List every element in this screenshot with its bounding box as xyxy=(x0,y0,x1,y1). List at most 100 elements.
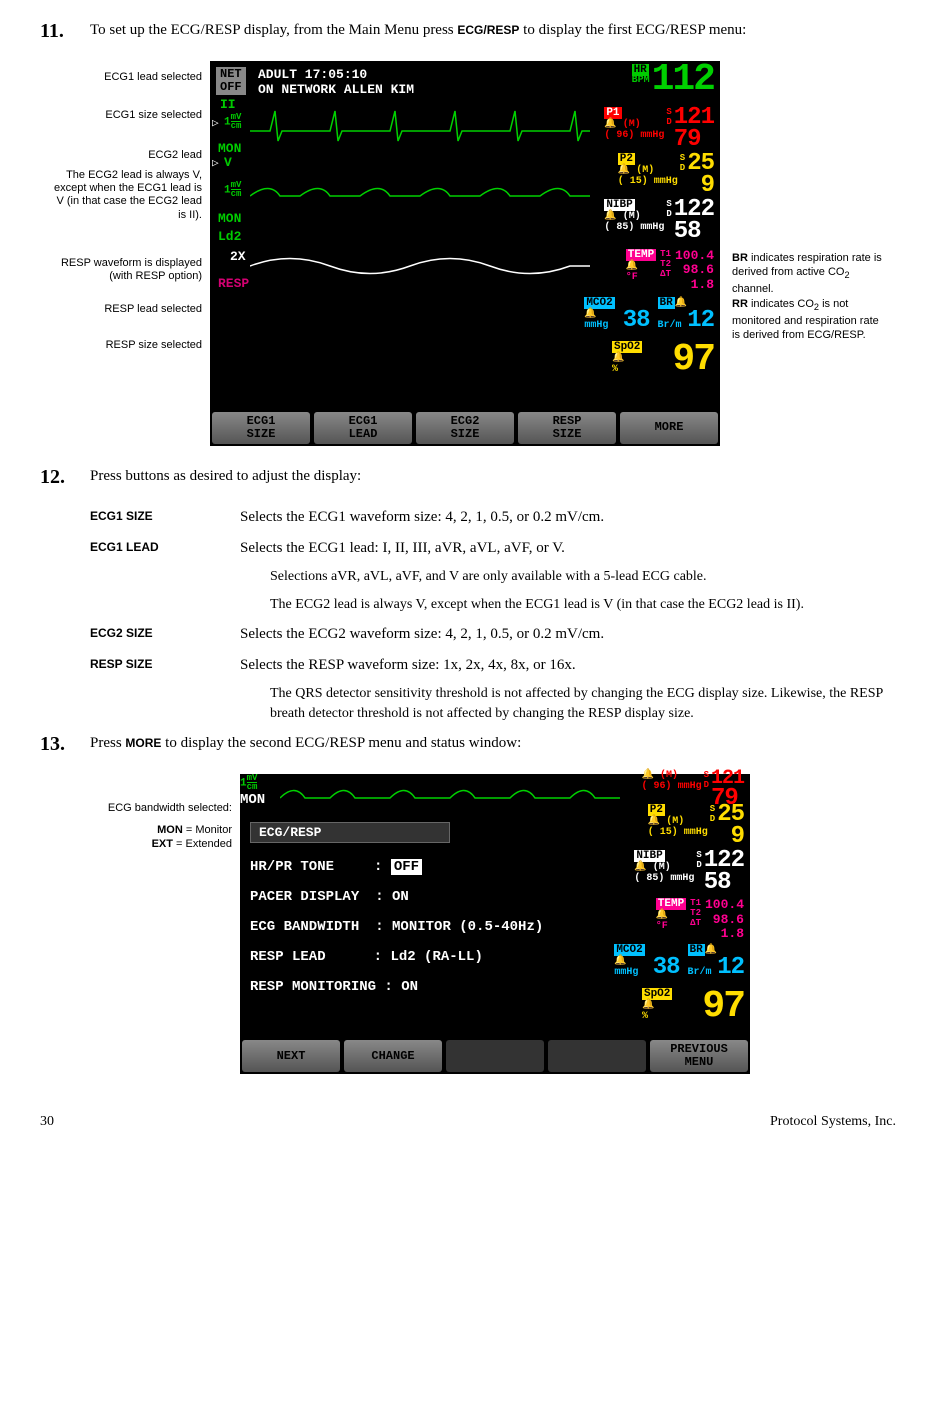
text: Press buttons as desired to adjust the d… xyxy=(90,466,896,487)
resp-label: RESP xyxy=(218,276,249,291)
menu-hrpr-tone: HR/PR TONE: OFF xyxy=(250,859,422,875)
def-resp-size: RESP SIZE Selects the RESP waveform size… xyxy=(90,655,896,723)
param-spo2: SpO2 🔔 % 97 xyxy=(612,341,714,375)
menu-resp-monitoring: RESP MONITORING : ON xyxy=(250,979,418,995)
page-footer: 30 Protocol Systems, Inc. xyxy=(40,1114,896,1130)
def-sub: Selections aVR, aVL, aVF, and V are only… xyxy=(270,567,896,587)
button-ref-ecg-resp: ECG/RESP xyxy=(457,23,519,37)
def-sub: The ECG2 lead is always V, except when t… xyxy=(270,595,896,615)
screen-header: ADULT 17:05:10 ON NETWORK ALLEN KIM xyxy=(258,67,414,97)
def-ecg1-lead: ECG1 LEAD Selects the ECG1 lead: I, II, … xyxy=(90,538,896,614)
br-value: 12 xyxy=(687,310,714,332)
header-line1: ADULT 17:05:10 xyxy=(258,67,414,82)
callouts-right: BR indicates respiration rate is derived… xyxy=(720,61,890,446)
ecg-waveform xyxy=(280,778,620,808)
p2-label: P2 xyxy=(618,153,635,165)
step-number: 11. xyxy=(40,20,90,51)
def-term: ECG1 LEAD xyxy=(90,538,240,614)
menu-value-selected[interactable]: OFF xyxy=(391,859,422,875)
figure-2: ECG bandwidth selected: MON = Monitor EX… xyxy=(40,774,896,1074)
p1-dia: 79 xyxy=(674,129,714,151)
spo2-label: SpO2 xyxy=(612,341,642,353)
softkey-previous-menu[interactable]: PREVIOUS MENU xyxy=(650,1040,748,1072)
def-sub: The QRS detector sensitivity threshold i… xyxy=(270,684,896,723)
softkeys-2: NEXT CHANGE PREVIOUS MENU xyxy=(240,1038,750,1074)
param-p2: P2 🔔 (M) ( 15) mmHg SD 25 9 xyxy=(618,153,714,196)
param-temp: TEMP 🔔 °F T1T2ΔT 100.4 98.6 1.8 xyxy=(626,249,714,292)
param-mco2: MCO2 🔔 mmHg 38 BR🔔 Br/m 12 xyxy=(584,297,714,331)
net-off-badge: NET OFF xyxy=(216,67,246,95)
button-ref-more: MORE xyxy=(125,736,161,750)
text: to display the first ECG/RESP menu: xyxy=(519,22,746,38)
ecg2-waveform xyxy=(250,171,590,211)
param-nibp-2: NIBP 🔔 (M) ( 85) mmHg SD 12258 xyxy=(634,850,744,893)
step-11: 11. To set up the ECG/RESP display, from… xyxy=(40,20,896,51)
br-label: BR xyxy=(658,297,675,309)
p2-dia: 9 xyxy=(687,175,714,197)
monitor-screen-1: NET OFF ADULT 17:05:10 ON NETWORK ALLEN … xyxy=(210,61,720,446)
bell-icon: 🔔 xyxy=(648,816,660,827)
temp-label: TEMP xyxy=(626,249,656,261)
callout-ecg2-note: The ECG2 lead is always V, except when t… xyxy=(52,169,202,222)
param-nibp: NIBP 🔔 (M) ( 85) mmHg SD 122 58 xyxy=(604,199,714,242)
softkey-blank xyxy=(446,1040,544,1072)
bell-icon: 🔔 xyxy=(612,353,624,364)
softkey-ecg1-size[interactable]: ECG1 SIZE xyxy=(212,412,310,444)
ecg2-mon-label: MON xyxy=(218,211,241,226)
menu-pacer-display: PACER DISPLAY: ON xyxy=(250,889,409,905)
figure-1: ECG1 lead selected ECG1 size selected EC… xyxy=(40,61,896,446)
def-body: Selects the ECG1 waveform size: 4, 2, 1,… xyxy=(240,507,896,528)
bell-icon: 🔔 xyxy=(584,309,596,320)
monitor-screen-2: 1mVcm MON ECG/RESP HR/PR TONE: OFF PACER… xyxy=(240,774,750,1074)
bell-icon: 🔔 xyxy=(675,298,687,309)
bell-icon: 🔔 xyxy=(705,945,717,956)
def-body: Selects the ECG1 lead: I, II, III, aVR, … xyxy=(240,538,896,614)
step-body: Press buttons as desired to adjust the d… xyxy=(90,466,896,497)
hr-bpm-label: BPM xyxy=(632,75,650,86)
bell-icon: 🔔 xyxy=(626,261,638,272)
callout-bandwidth: ECG bandwidth selected: xyxy=(108,802,232,815)
ecg1-size-label: 1mVcm xyxy=(224,113,241,130)
param-p1: P1 🔔 (M) ( 96) mmHg SD 121 79 xyxy=(604,107,714,150)
softkey-change[interactable]: CHANGE xyxy=(344,1040,442,1072)
text: Press xyxy=(90,735,125,751)
step-number: 12. xyxy=(40,466,90,497)
bell-icon: 🔔 xyxy=(614,956,626,967)
page-number: 30 xyxy=(40,1114,54,1130)
menu-ecg-bandwidth: ECG BANDWIDTH: MONITOR (0.5-40Hz) xyxy=(250,919,543,935)
softkey-resp-size[interactable]: RESP SIZE xyxy=(518,412,616,444)
arrow-icon: ▷ xyxy=(212,116,219,130)
ecg1-mon-label: MON xyxy=(218,141,241,156)
param-temp-2: TEMP 🔔 °F T1T2ΔT 100.498.61.8 xyxy=(656,898,744,941)
hr-value: 112 xyxy=(652,65,714,95)
def-body: Selects the RESP waveform size: 1x, 2x, … xyxy=(240,655,896,723)
softkey-more[interactable]: MORE xyxy=(620,412,718,444)
arrow-icon: ▷ xyxy=(212,156,219,170)
ecg2-size-label: 1mVcm xyxy=(224,181,241,198)
def-term: ECG2 SIZE xyxy=(90,624,240,645)
ecg1-waveform xyxy=(250,106,590,146)
text: To set up the ECG/RESP display, from the… xyxy=(90,22,457,38)
bell-icon: 🔔 xyxy=(642,770,654,781)
param-hr: HR BPM 112 xyxy=(632,65,714,95)
temp-t2: 98.6 xyxy=(675,263,714,277)
softkey-ecg1-lead[interactable]: ECG1 LEAD xyxy=(314,412,412,444)
def-ecg2-size: ECG2 SIZE Selects the ECG2 waveform size… xyxy=(90,624,896,645)
bell-icon: 🔔 xyxy=(604,119,616,130)
callouts-left-2: ECG bandwidth selected: MON = Monitor EX… xyxy=(40,774,240,1074)
menu-title: ECG/RESP xyxy=(250,822,450,843)
callout-resp-size: RESP size selected xyxy=(106,339,202,352)
param-mco2-2: MCO2 🔔 mmHg 38 BR🔔 Br/m 12 xyxy=(614,944,744,978)
def-body: Selects the ECG2 waveform size: 4, 2, 1,… xyxy=(240,624,896,645)
softkey-ecg2-size[interactable]: ECG2 SIZE xyxy=(416,412,514,444)
menu-resp-lead: RESP LEAD: Ld2 (RA-LL) xyxy=(250,949,483,965)
def-term: ECG1 SIZE xyxy=(90,507,240,528)
header-line2: ON NETWORK ALLEN KIM xyxy=(258,82,414,97)
bell-icon: 🔔 xyxy=(604,211,616,222)
softkey-next[interactable]: NEXT xyxy=(242,1040,340,1072)
step-body: To set up the ECG/RESP display, from the… xyxy=(90,20,896,51)
mco2-label: MCO2 xyxy=(584,297,614,309)
step-12: 12. Press buttons as desired to adjust t… xyxy=(40,466,896,497)
resp-lead-label: Ld2 xyxy=(218,229,241,244)
param-spo2-2: SpO2 🔔 % 97 xyxy=(642,988,744,1022)
